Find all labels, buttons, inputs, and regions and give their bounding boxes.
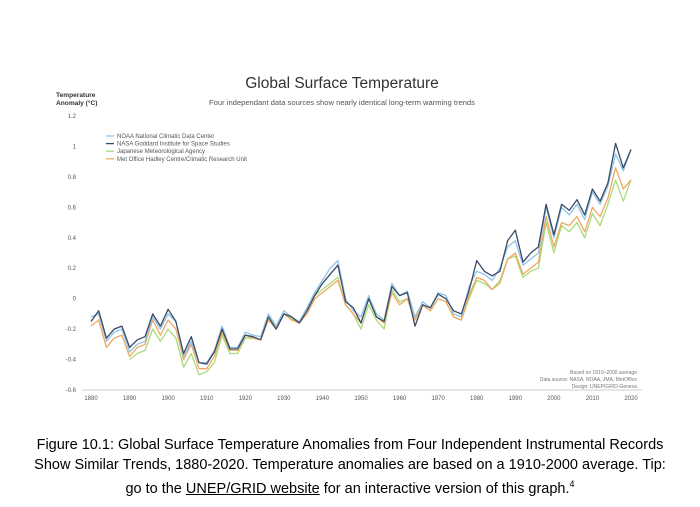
legend-label: Japanese Meteorological Agency — [117, 149, 205, 155]
x-tick-label: 1890 — [123, 396, 137, 402]
x-tick-labels: 1880 1890 1900 1910 1920 1930 1940 1950 1960 1970… — [84, 396, 638, 402]
legend-label: Met Office Hadley Centre/Climatic Resear… — [117, 157, 247, 163]
chart-subtitle: Four independant data sources show nearl… — [209, 98, 475, 107]
y-tick-label: -0.4 — [66, 358, 77, 364]
x-tick-label: 1900 — [161, 396, 175, 402]
chart-title: Global Surface Temperature — [245, 75, 439, 92]
x-tick-label: 1930 — [277, 396, 291, 402]
y-tick-label: 0 — [73, 297, 77, 303]
legend-label: NASA Goddard Institute for Space Studies — [117, 142, 230, 148]
y-tick-label: 0.6 — [68, 205, 77, 211]
series-line-0 — [90, 149, 632, 364]
x-tick-label: 2010 — [586, 396, 600, 402]
x-tick-label: 1940 — [316, 396, 330, 402]
y-tick-label: 1.2 — [68, 114, 77, 120]
x-tick-label: 1960 — [393, 396, 407, 402]
x-tick-label: 2020 — [624, 396, 638, 402]
series-lines — [90, 142, 632, 376]
temperature-chart: Global Surface Temperature Four independ… — [56, 75, 642, 402]
figure-caption: Figure 10.1: Global Surface Temperature … — [30, 436, 670, 499]
x-tick-label: 1950 — [354, 396, 368, 402]
x-tick-label: 1980 — [470, 396, 484, 402]
y-tick-label: -0.2 — [66, 327, 77, 333]
y-tick-label: -0.6 — [66, 388, 77, 394]
y-tick-label: 1 — [73, 144, 77, 150]
legend-label: NOAA National Climatic Data Center — [117, 134, 214, 140]
x-tick-label: 1990 — [509, 396, 523, 402]
series-line-2 — [129, 179, 632, 376]
x-tick-label: 1910 — [200, 396, 214, 402]
unep-grid-link[interactable]: UNEP/GRID website — [185, 480, 320, 497]
footnote-marker: 4 — [569, 479, 575, 489]
legend: NOAA National Climatic Data Center NASA G… — [106, 134, 247, 163]
y-tick-label: 0.8 — [68, 175, 77, 181]
x-tick-label: 2000 — [547, 396, 561, 402]
x-tick-label: 1920 — [239, 396, 253, 402]
source-note-line3: Design: UNEP/GRID-Geneva — [572, 384, 638, 390]
y-axis-label-line2: Anomaly (°C) — [56, 99, 97, 107]
series-line-1 — [90, 142, 632, 365]
series-line-3 — [90, 167, 632, 370]
caption-text-end: for an interactive version of this graph… — [319, 480, 570, 497]
source-note-line1: Based on 1910–2000 average — [570, 370, 637, 376]
y-axis-label-line1: Temperature — [56, 92, 96, 99]
y-tick-label: 0.4 — [68, 236, 77, 242]
y-tick-label: 0.2 — [68, 266, 77, 272]
caption-text: Figure 10.1: Global Surface Temperature … — [34, 437, 666, 497]
y-tick-labels: 1.2 1 0.8 0.6 0.4 0.2 0 -0.2 -0.4 -0.6 — [66, 114, 77, 394]
x-tick-label: 1880 — [84, 396, 98, 402]
x-tick-label: 1970 — [431, 396, 445, 402]
source-note-line2: Data source: NASA, NOAA, JMA, MetOffice — [540, 377, 637, 383]
